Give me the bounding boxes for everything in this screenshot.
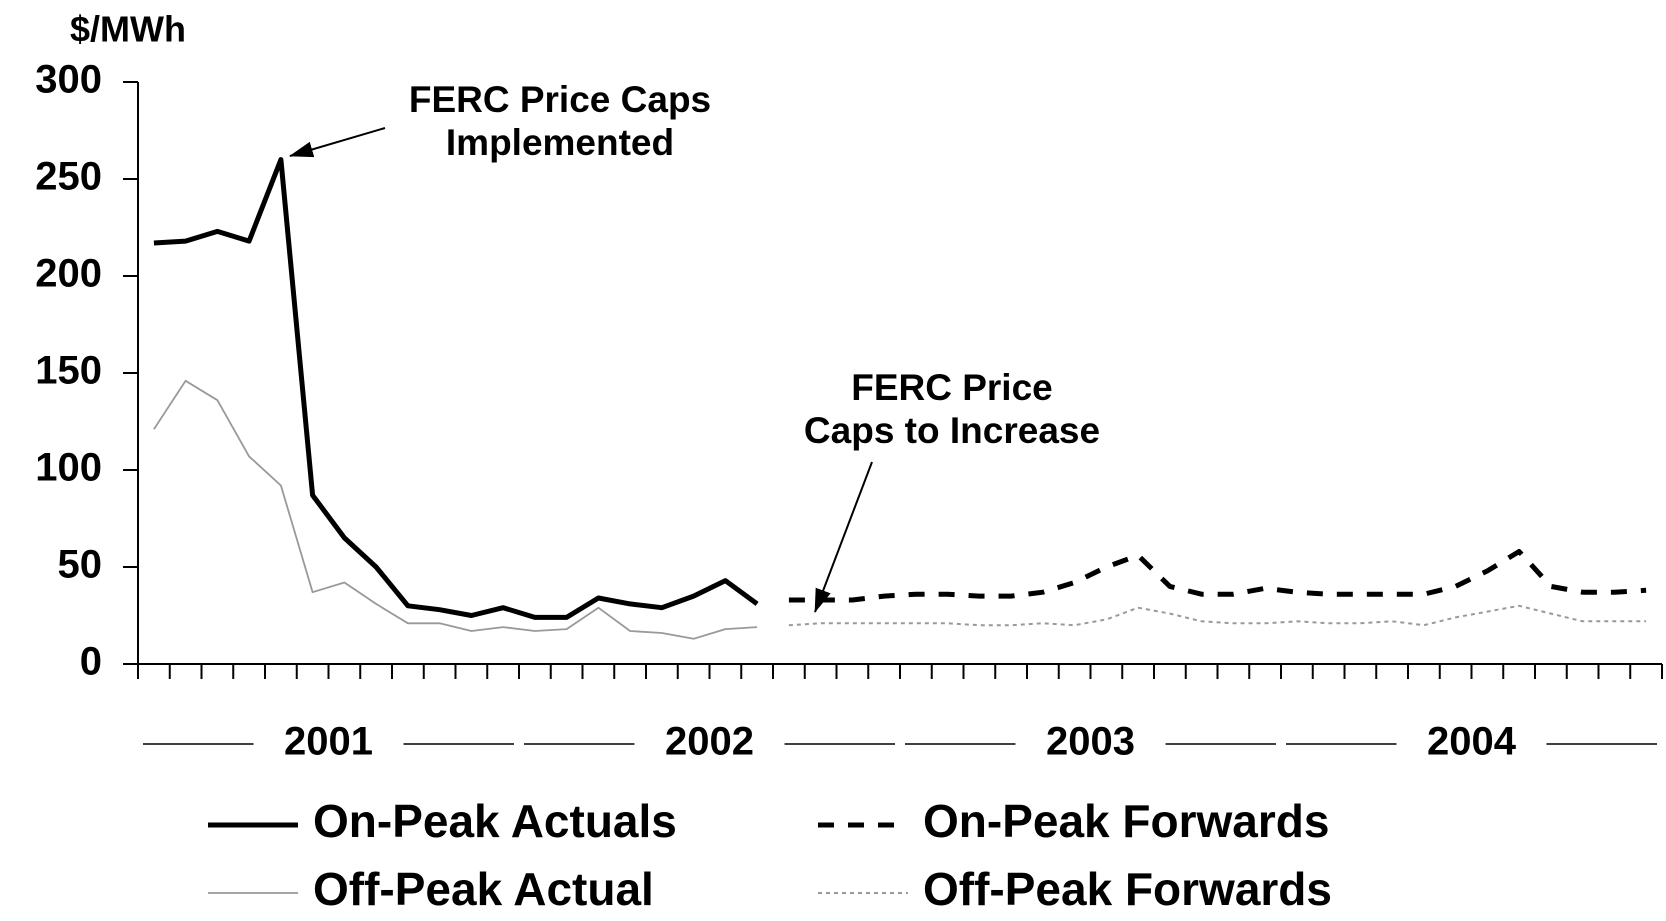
y-axis-label: $/MWh: [70, 9, 186, 50]
series-line: [153, 157, 759, 620]
legend-label: On-Peak Forwards: [923, 795, 1329, 847]
group-label: 2001: [284, 720, 373, 764]
series-line: [788, 549, 1647, 603]
y-tick-label: 0: [80, 640, 102, 684]
y-tick-label: 100: [35, 446, 102, 490]
annotation: FERC Price: [851, 367, 1053, 408]
annotation-arrow: [289, 127, 386, 158]
annotation-arrow: [814, 461, 873, 613]
y-tick-label: 150: [35, 349, 102, 393]
legend-label: Off-Peak Forwards: [923, 863, 1332, 915]
series-line: [153, 379, 758, 640]
legend-label: Off-Peak Actual: [313, 863, 654, 915]
group-label: 2002: [665, 720, 754, 764]
y-tick-label: 300: [35, 58, 102, 102]
annotation: Caps to Increase: [804, 410, 1100, 451]
y-tick-label: 200: [35, 252, 102, 296]
group-label: 2003: [1046, 720, 1135, 764]
group-label: 2004: [1427, 720, 1517, 764]
y-tick-label: 250: [35, 155, 102, 199]
series-line: [788, 604, 1647, 627]
annotation: Implemented: [446, 122, 674, 163]
legend-label: On-Peak Actuals: [313, 795, 677, 847]
y-tick-label: 50: [58, 543, 103, 587]
annotation: FERC Price Caps: [409, 79, 711, 120]
